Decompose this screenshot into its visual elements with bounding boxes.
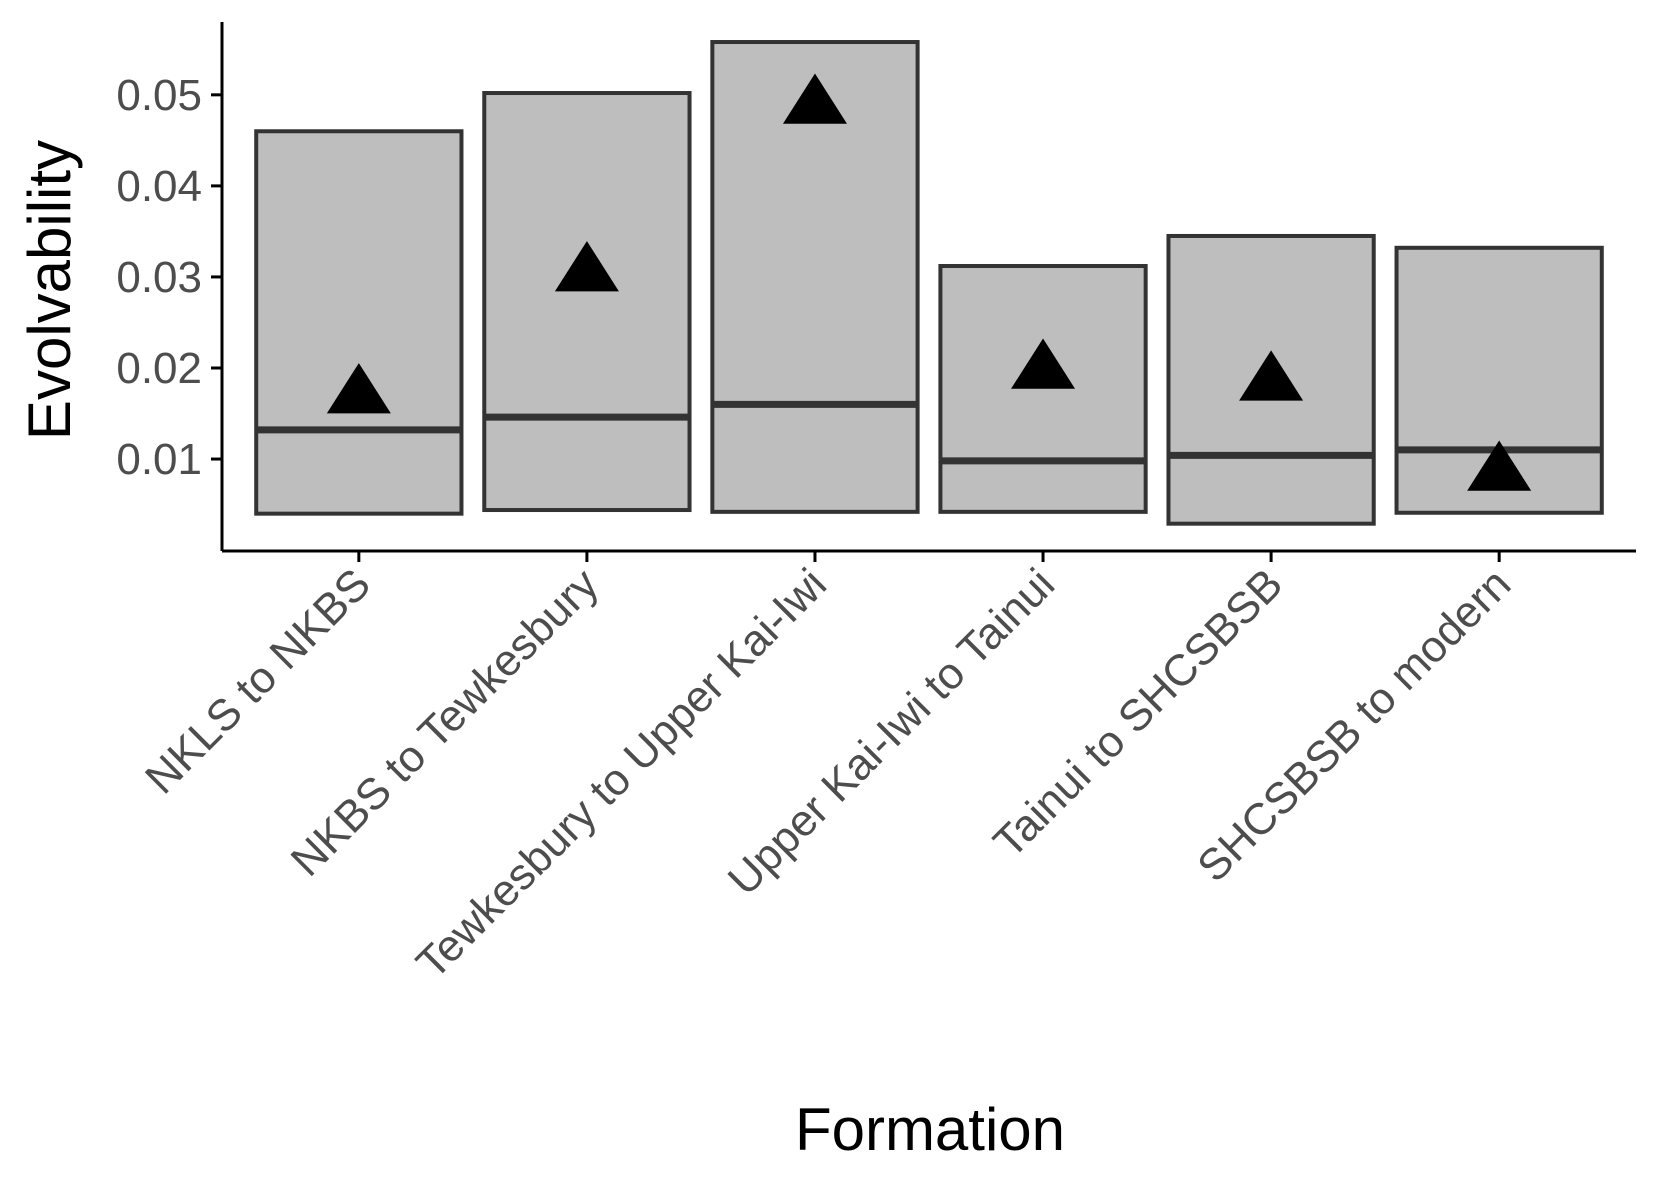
triangle-point-4 — [1011, 338, 1076, 389]
x-axis-title: Formation — [795, 1096, 1065, 1163]
box-1 — [254, 129, 464, 516]
triangle-point-1 — [326, 363, 391, 414]
y-axis-title: Evolvability — [16, 140, 83, 440]
boxes-layer — [254, 40, 1604, 526]
y-tick-label: 0.01 — [116, 435, 202, 484]
triangle-point-5 — [1239, 350, 1304, 401]
triangle-point-2 — [554, 241, 619, 292]
x-tick-label: Tewkesbury to Upper Kai-Iwi — [407, 559, 836, 988]
y-tick-label: 0.04 — [116, 162, 202, 211]
points-layer — [326, 73, 1532, 491]
axes-layer — [211, 22, 1636, 562]
y-tick-label: 0.02 — [116, 344, 202, 393]
triangle-point-6 — [1467, 440, 1532, 491]
x-tick-label: NKLS to NKBS — [136, 559, 380, 803]
triangle-point-3 — [782, 73, 847, 124]
box-4 — [938, 264, 1148, 514]
y-tick-label: 0.03 — [116, 253, 202, 302]
box-2 — [482, 91, 692, 513]
y-tick-label: 0.05 — [116, 71, 202, 120]
